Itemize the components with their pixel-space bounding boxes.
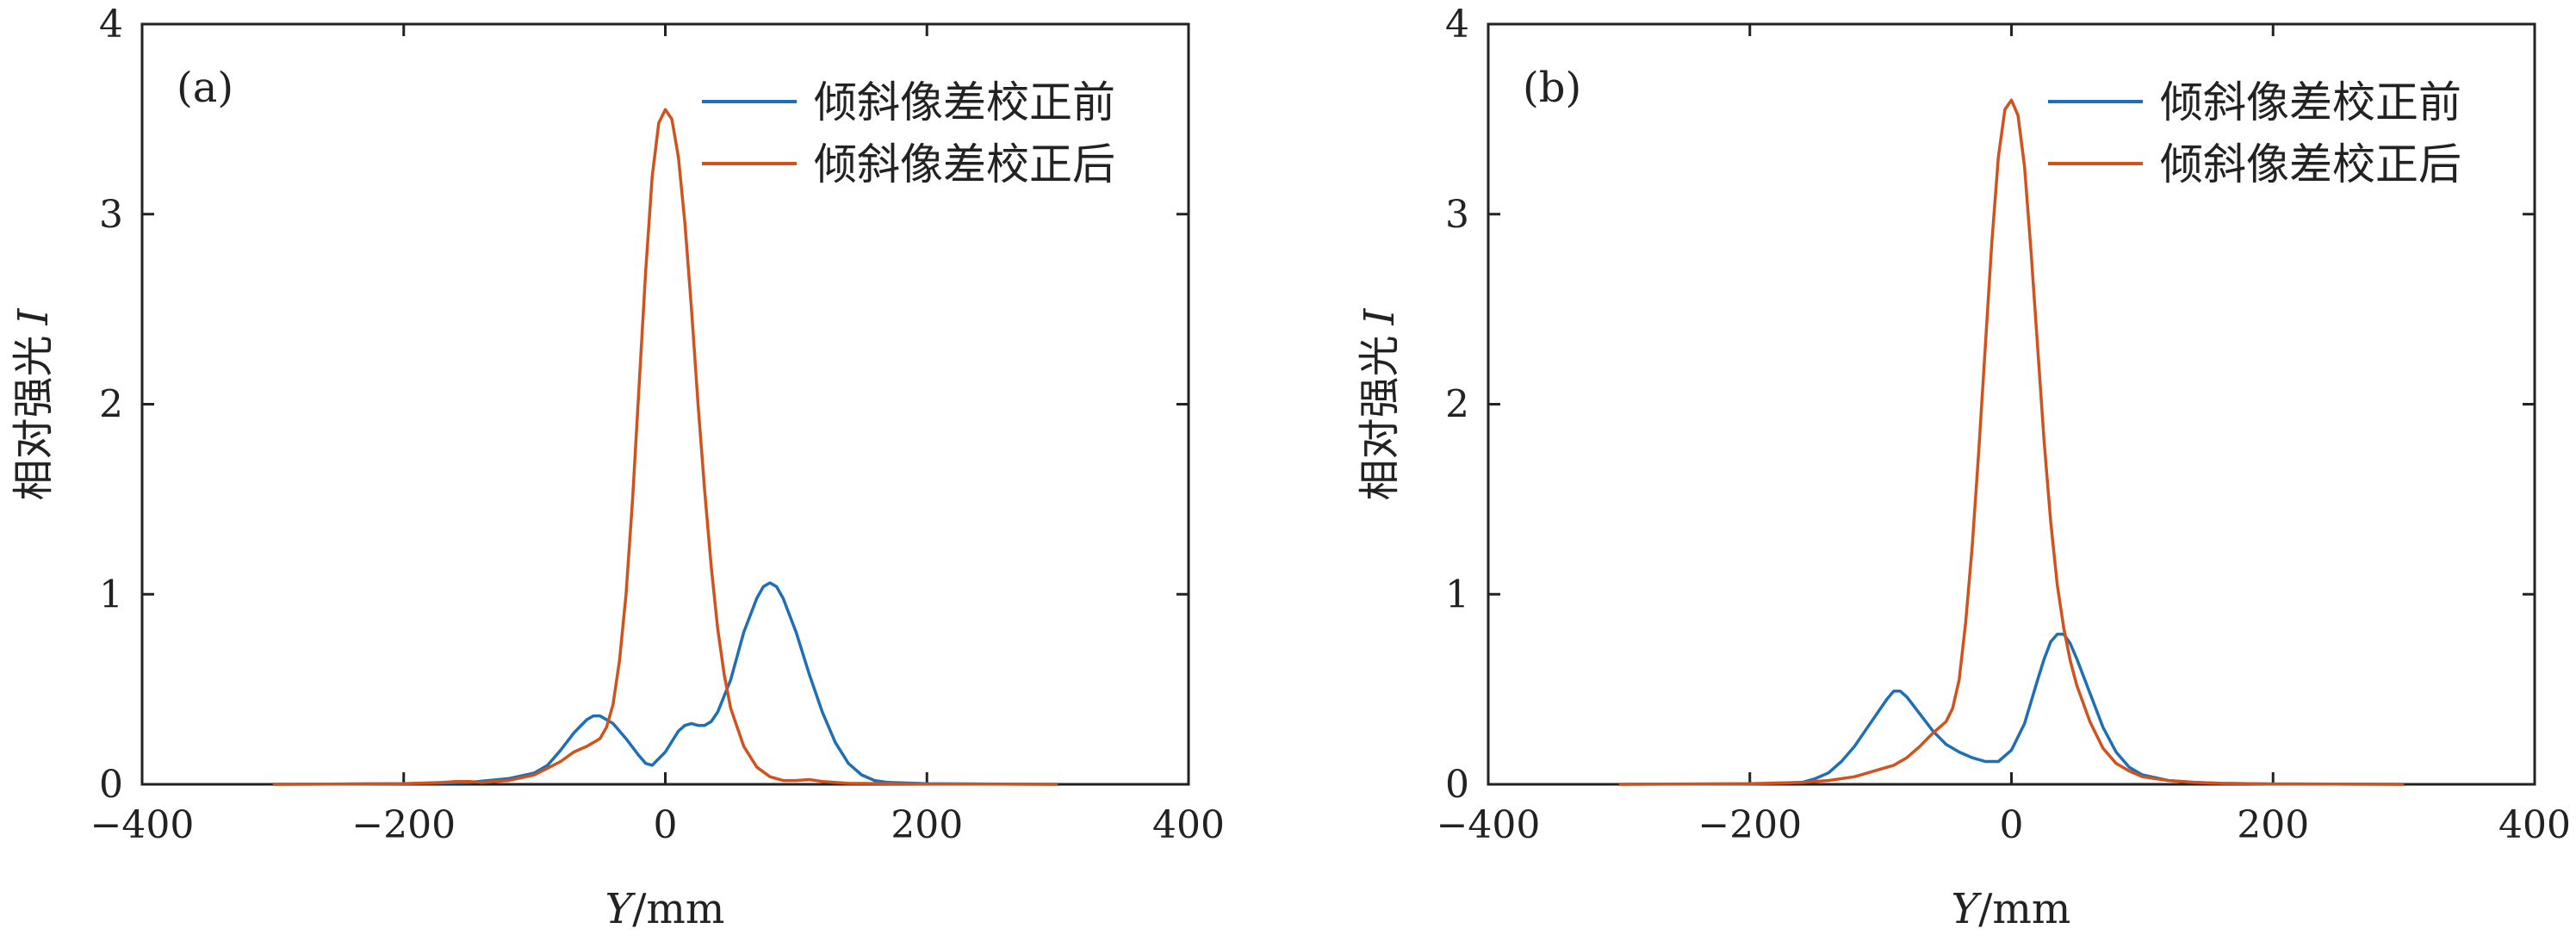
y-tick-label: 3 xyxy=(99,193,123,237)
series-layer xyxy=(1618,98,2405,786)
series-layer xyxy=(272,108,1058,786)
x-axis-variable: Y xyxy=(1952,885,1983,933)
plot-frame xyxy=(1487,22,2536,786)
x-tick-label: 200 xyxy=(891,803,963,847)
x-axis-unit: /mm xyxy=(1978,885,2070,933)
x-tick-label: 0 xyxy=(2000,803,2024,847)
x-tick-label: 200 xyxy=(2237,803,2309,847)
y-tick-label: 0 xyxy=(1445,763,1469,807)
y-axis-variable: I xyxy=(1356,307,1404,325)
y-tick-label: 3 xyxy=(1445,193,1469,237)
x-tick-label: −400 xyxy=(90,803,195,847)
chart-panel-b: −400 −200 0 200 400 0 1 2 3 4 (b) 倾斜像差校正前 倾斜像差校正… xyxy=(1356,3,2571,933)
legend: 倾斜像差校正前 倾斜像差校正后 xyxy=(702,77,1115,189)
series-line-before xyxy=(272,581,1058,786)
plot-frame xyxy=(140,22,1190,786)
legend-label-after: 倾斜像差校正后 xyxy=(814,139,1115,189)
legend-label-before: 倾斜像差校正前 xyxy=(814,77,1115,127)
series-line-after xyxy=(272,108,1058,786)
y-tick-label: 2 xyxy=(99,383,123,427)
y-tick-label: 2 xyxy=(1445,383,1469,427)
x-ticks: −400 −200 0 200 400 xyxy=(1437,24,2571,847)
y-ticks: 0 1 2 3 4 xyxy=(1445,3,2535,807)
y-axis-label: 相对强光 I xyxy=(1356,307,1404,500)
y-axis-text: 相对强光 xyxy=(1356,335,1404,500)
series-line-before xyxy=(1618,632,2405,786)
legend-label-before: 倾斜像差校正前 xyxy=(2160,77,2461,127)
panel-label: (b) xyxy=(1523,64,1581,112)
x-axis-variable: Y xyxy=(605,885,636,933)
x-tick-label: −200 xyxy=(351,803,456,847)
x-tick-label: 400 xyxy=(1152,803,1225,847)
x-ticks: −400 −200 0 200 400 xyxy=(90,24,1225,847)
y-tick-label: 4 xyxy=(1445,3,1469,46)
panel-label: (a) xyxy=(177,64,233,112)
y-tick-label: 1 xyxy=(99,573,123,616)
y-axis-label: 相对强光 I xyxy=(9,307,58,500)
y-axis-text: 相对强光 xyxy=(9,335,58,500)
x-tick-label: 400 xyxy=(2498,803,2571,847)
series-line-after xyxy=(1618,98,2405,786)
y-tick-label: 4 xyxy=(99,3,123,46)
x-tick-label: 0 xyxy=(654,803,678,847)
y-tick-label: 0 xyxy=(99,763,123,807)
x-axis-label: Y/mm xyxy=(1952,885,2071,933)
x-tick-label: −400 xyxy=(1437,803,1541,847)
chart-panel-a: −400 −200 0 200 400 0 1 2 3 4 (a) 倾斜像差校正前 倾斜像差校正… xyxy=(9,3,1225,933)
legend-label-after: 倾斜像差校正后 xyxy=(2160,139,2461,189)
y-ticks: 0 1 2 3 4 xyxy=(99,3,1189,807)
x-axis-label: Y/mm xyxy=(605,885,725,933)
y-axis-variable: I xyxy=(9,307,58,325)
y-tick-label: 1 xyxy=(1445,573,1469,616)
legend: 倾斜像差校正前 倾斜像差校正后 xyxy=(2048,77,2461,189)
x-tick-label: −200 xyxy=(1698,803,1802,847)
x-axis-unit: /mm xyxy=(632,885,724,933)
